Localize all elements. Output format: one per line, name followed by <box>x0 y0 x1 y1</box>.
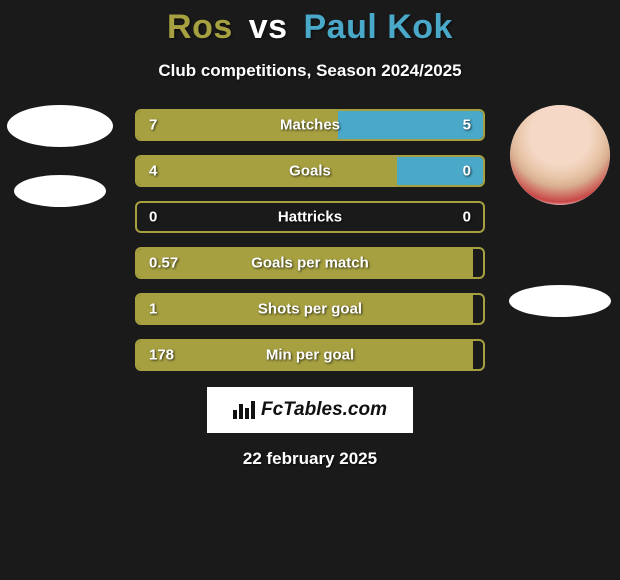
vs-text: vs <box>249 8 288 46</box>
content-area: 75Matches 40Goals 00Hattricks 0.57Goals per… <box>0 109 620 371</box>
stat-bars: 75Matches 40Goals 00Hattricks 0.57Goals per… <box>135 109 485 371</box>
player2-column <box>500 105 620 317</box>
stat-row: 75Matches <box>135 109 485 141</box>
stat-row: 00Hattricks <box>135 201 485 233</box>
branding-badge: FcTables.com <box>207 387 413 433</box>
player2-avatar <box>510 105 610 205</box>
stat-label: Shots per goal <box>137 301 483 318</box>
player2-photo <box>510 105 610 205</box>
stat-row: 1Shots per goal <box>135 293 485 325</box>
subtitle: Club competitions, Season 2024/2025 <box>0 61 620 81</box>
stat-label: Min per goal <box>137 347 483 364</box>
player1-column <box>0 105 120 207</box>
stat-row: 178Min per goal <box>135 339 485 371</box>
stat-label: Hattricks <box>137 209 483 226</box>
player1-name: Ros <box>167 8 233 46</box>
stat-label: Goals per match <box>137 255 483 272</box>
branding-text: FcTables.com <box>261 399 387 421</box>
comparison-title: Ros vs Paul Kok <box>0 0 620 47</box>
fctables-icon <box>233 401 257 419</box>
player2-team-logo <box>509 285 611 317</box>
snapshot-date: 22 february 2025 <box>0 449 620 469</box>
stat-row: 0.57Goals per match <box>135 247 485 279</box>
stat-label: Goals <box>137 163 483 180</box>
stat-row: 40Goals <box>135 155 485 187</box>
player2-name: Paul Kok <box>303 8 452 46</box>
player1-avatar <box>7 105 113 147</box>
stat-label: Matches <box>137 117 483 134</box>
player1-team-logo <box>14 175 106 207</box>
